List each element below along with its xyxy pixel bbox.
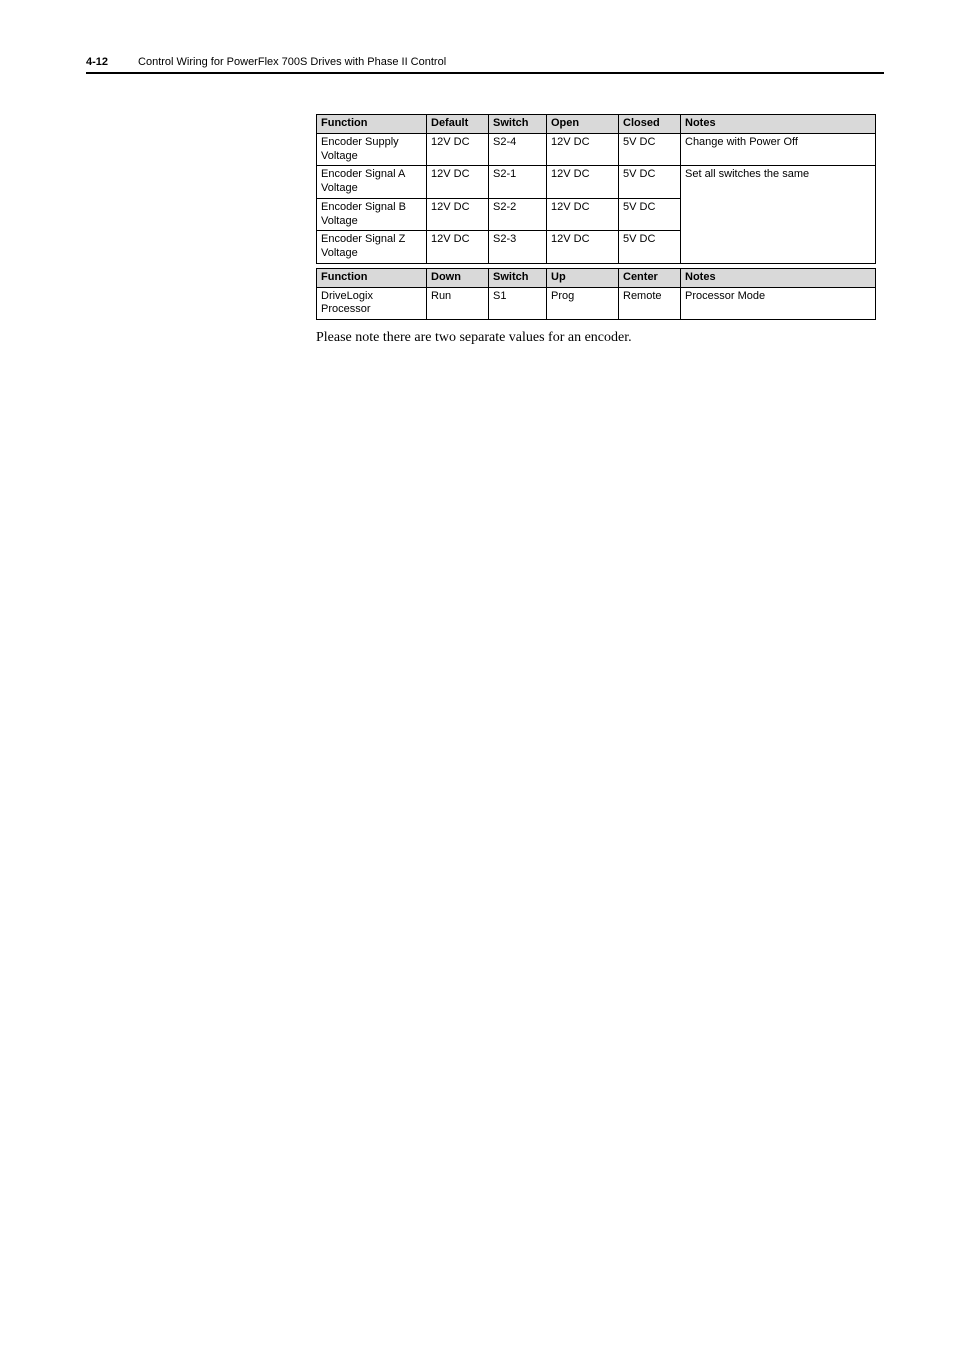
cell-switch: S1 bbox=[489, 287, 547, 320]
cell-function: Encoder Signal Z Voltage bbox=[317, 231, 427, 264]
table-row: Encoder Supply Voltage 12V DC S2-4 12V D… bbox=[317, 133, 876, 166]
cell-open: 12V DC bbox=[547, 133, 619, 166]
cell-notes: Processor Mode bbox=[681, 287, 876, 320]
col-header-switch: Switch bbox=[489, 115, 547, 134]
cell-default: 12V DC bbox=[427, 166, 489, 199]
cell-open: 12V DC bbox=[547, 166, 619, 199]
cell-up: Prog bbox=[547, 287, 619, 320]
cell-closed: 5V DC bbox=[619, 231, 681, 264]
col-header-open: Open bbox=[547, 115, 619, 134]
col-header-up: Up bbox=[547, 268, 619, 287]
caption-text: Please note there are two separate value… bbox=[316, 330, 876, 346]
cell-default: 12V DC bbox=[427, 198, 489, 231]
cell-center: Remote bbox=[619, 287, 681, 320]
col-header-default: Default bbox=[427, 115, 489, 134]
cell-function: Encoder Signal B Voltage bbox=[317, 198, 427, 231]
cell-switch: S2-1 bbox=[489, 166, 547, 199]
table-row: Function Down Switch Up Center Notes bbox=[317, 268, 876, 287]
cell-closed: 5V DC bbox=[619, 198, 681, 231]
col-header-down: Down bbox=[427, 268, 489, 287]
cell-default: 12V DC bbox=[427, 133, 489, 166]
cell-switch: S2-2 bbox=[489, 198, 547, 231]
cell-open: 12V DC bbox=[547, 231, 619, 264]
cell-switch: S2-4 bbox=[489, 133, 547, 166]
cell-closed: 5V DC bbox=[619, 166, 681, 199]
col-header-closed: Closed bbox=[619, 115, 681, 134]
col-header-switch: Switch bbox=[489, 268, 547, 287]
col-header-function: Function bbox=[317, 115, 427, 134]
col-header-notes: Notes bbox=[681, 268, 876, 287]
cell-notes: Set all switches the same bbox=[681, 166, 876, 264]
col-header-notes: Notes bbox=[681, 115, 876, 134]
col-header-center: Center bbox=[619, 268, 681, 287]
cell-open: 12V DC bbox=[547, 198, 619, 231]
header-title: Control Wiring for PowerFlex 700S Drives… bbox=[138, 56, 446, 68]
switch-settings-table: Function Default Switch Open Closed Note… bbox=[316, 114, 876, 320]
cell-switch: S2-3 bbox=[489, 231, 547, 264]
cell-down: Run bbox=[427, 287, 489, 320]
cell-function: DriveLogix Processor bbox=[317, 287, 427, 320]
cell-closed: 5V DC bbox=[619, 133, 681, 166]
table-row: Function Default Switch Open Closed Note… bbox=[317, 115, 876, 134]
cell-default: 12V DC bbox=[427, 231, 489, 264]
table-row: Encoder Signal A Voltage 12V DC S2-1 12V… bbox=[317, 166, 876, 199]
page-number: 4-12 bbox=[86, 56, 108, 68]
table-row: DriveLogix Processor Run S1 Prog Remote … bbox=[317, 287, 876, 320]
cell-notes: Change with Power Off bbox=[681, 133, 876, 166]
cell-function: Encoder Supply Voltage bbox=[317, 133, 427, 166]
col-header-function: Function bbox=[317, 268, 427, 287]
cell-function: Encoder Signal A Voltage bbox=[317, 166, 427, 199]
page-header: 4-12 Control Wiring for PowerFlex 700S D… bbox=[86, 56, 884, 74]
